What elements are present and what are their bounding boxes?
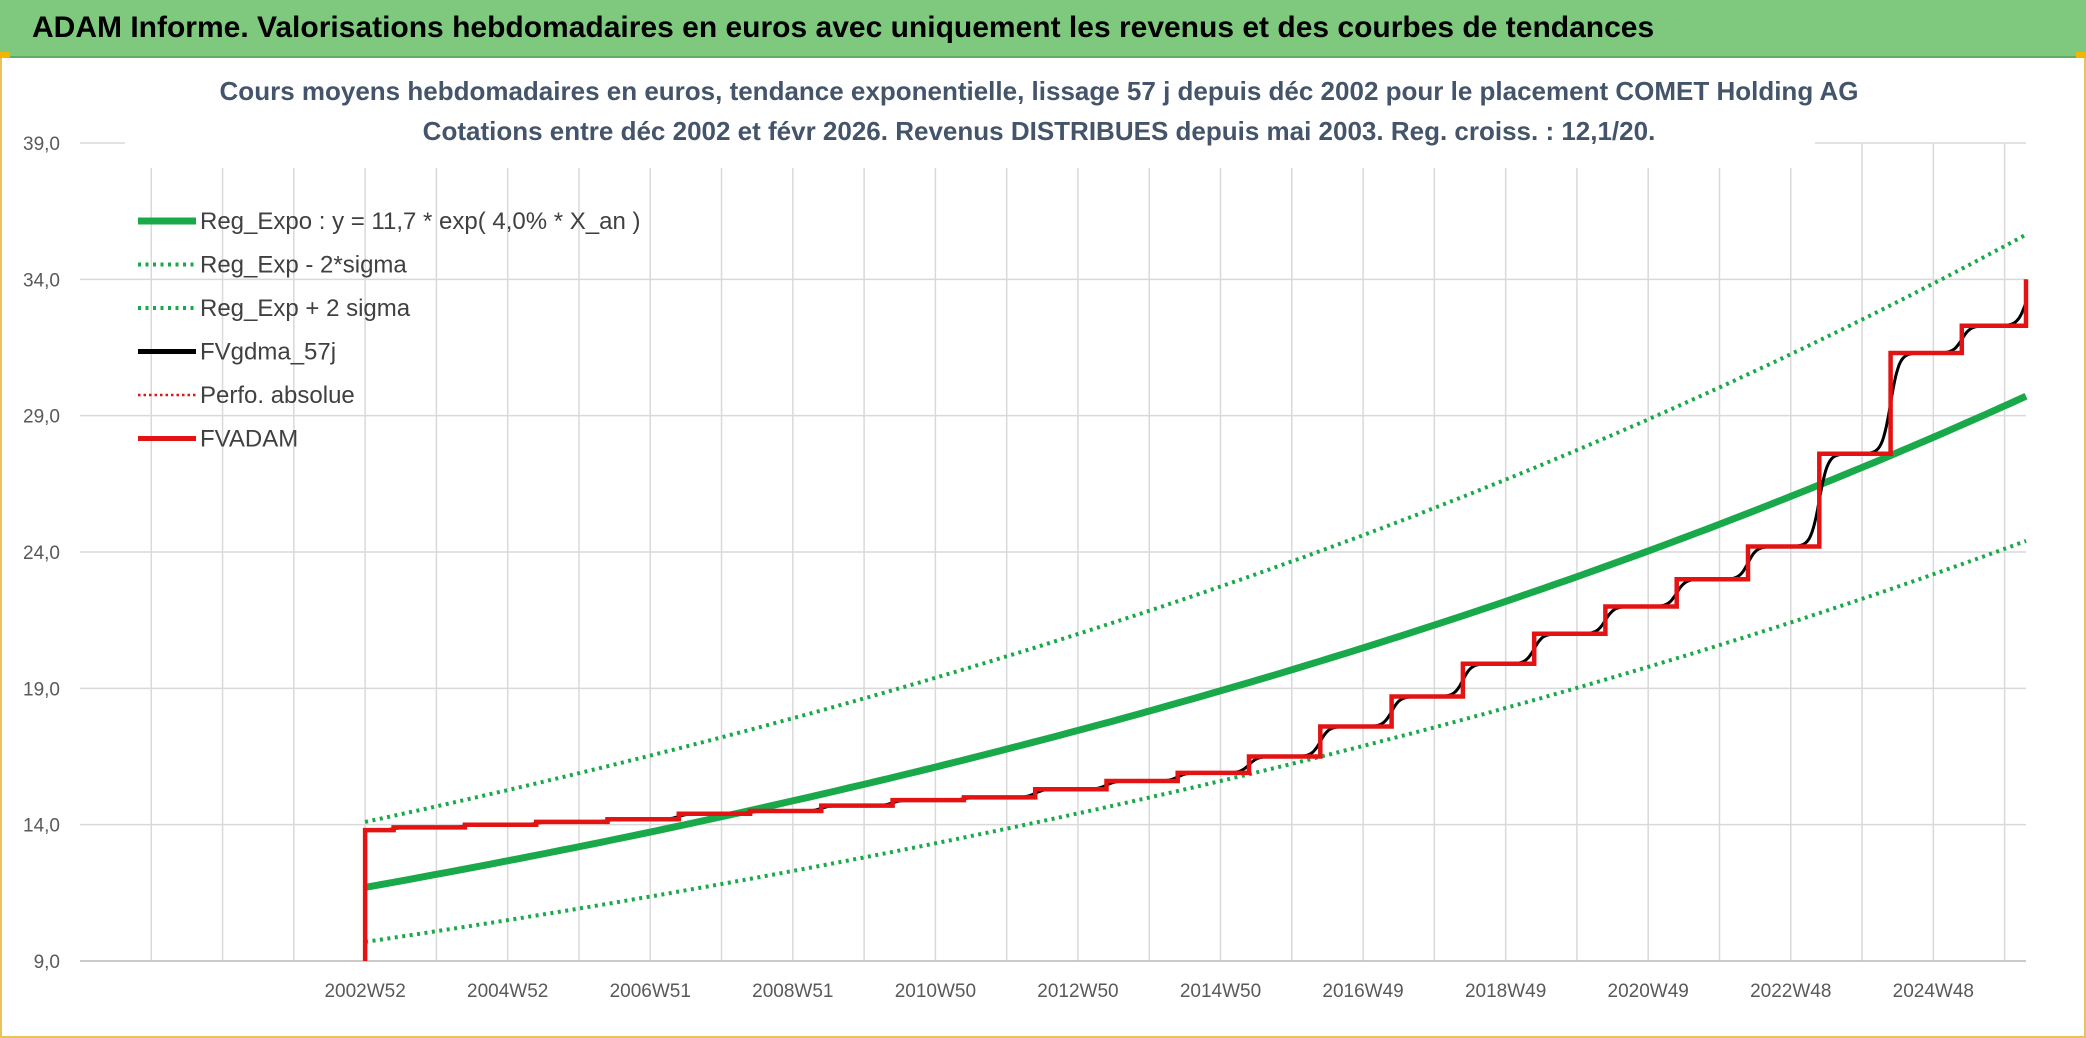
x-tick-label: 2014W50 (1180, 981, 1261, 1002)
legend-label: Reg_Exp - 2*sigma (200, 252, 407, 279)
x-tick-label: 2006W51 (610, 981, 691, 1002)
x-tick-label: 2016W49 (1322, 981, 1403, 1002)
x-tick-label: 2024W48 (1893, 981, 1974, 1002)
y-tick-label: 39,0 (23, 134, 60, 155)
legend-label: Perfo. absolue (200, 382, 355, 409)
series-reg-exp-minus-2sigma (364, 539, 2027, 944)
corner-marker-left (0, 52, 10, 58)
legend-label: Reg_Exp + 2 sigma (200, 295, 411, 322)
series-reg-expo (364, 393, 2028, 891)
legend-label: FVgdma_57j (200, 339, 336, 366)
x-tick-label: 2002W52 (324, 981, 405, 1002)
corner-marker-right (2076, 52, 2086, 58)
title-background (125, 118, 1815, 168)
axes: 9,0 14,0 19,0 24,0 29,0 34,0 39,0 2002W52 2004W5… (23, 134, 2026, 1002)
x-tick-label: 2012W50 (1037, 981, 1118, 1002)
y-tick-label: 19,0 (23, 679, 60, 700)
x-tick-label: 2020W49 (1608, 981, 1689, 1002)
series-fvadam (362, 279, 2029, 961)
grid (80, 142, 2026, 962)
series-fvgdma-57j (368, 301, 2028, 832)
chart-subtitle: Cotations entre déc 2002 et févr 2026. R… (423, 116, 1656, 146)
chart: 9,0 14,0 19,0 24,0 29,0 34,0 39,0 2002W52 2004W5… (23, 76, 2029, 1002)
x-tick-label: 2018W49 (1465, 981, 1546, 1002)
y-tick-label: 24,0 (23, 543, 60, 564)
x-tick-label: 2004W52 (467, 981, 548, 1002)
series (362, 232, 2029, 961)
legend-label: Reg_Expo : y = 11,7 * exp( 4,0% * X_an ) (200, 208, 640, 235)
x-tick-label: 2010W50 (895, 981, 976, 1002)
x-tick-label: 2022W48 (1750, 981, 1831, 1002)
legend: Reg_Expo : y = 11,7 * exp( 4,0% * X_an )… (138, 208, 640, 453)
page-title: ADAM Informe. Valorisations hebdomadaire… (32, 11, 1655, 44)
y-tick-label: 14,0 (23, 816, 60, 837)
y-tick-label: 34,0 (23, 270, 60, 291)
legend-label: FVADAM (200, 426, 298, 453)
y-tick-label: 29,0 (23, 407, 60, 428)
series-reg-exp-plus-2sigma (364, 232, 2027, 824)
chart-title: Cours moyens hebdomadaires en euros, ten… (220, 76, 1859, 106)
y-tick-label: 9,0 (34, 952, 60, 973)
header-bar: ADAM Informe. Valorisations hebdomadaire… (0, 0, 2086, 58)
x-tick-label: 2008W51 (752, 981, 833, 1002)
